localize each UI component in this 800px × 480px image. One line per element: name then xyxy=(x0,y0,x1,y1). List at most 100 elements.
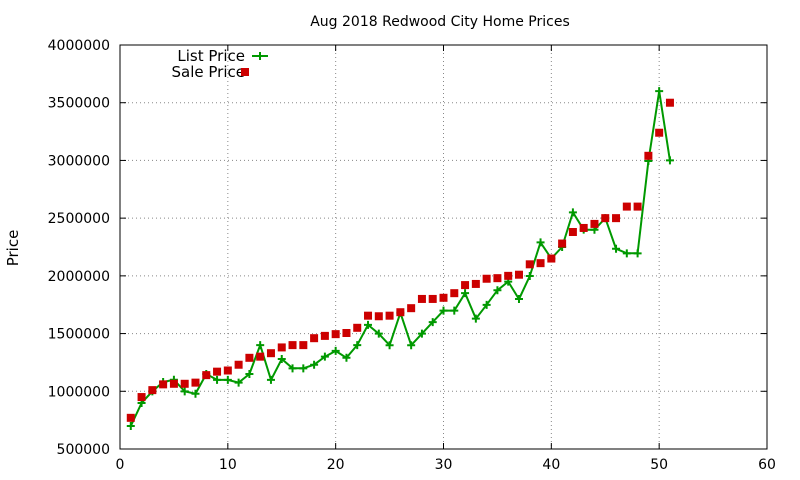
sale-price-point xyxy=(428,294,437,303)
sale-price-point xyxy=(417,294,426,303)
list-price-point xyxy=(256,341,265,350)
y-tick-label: 500000 xyxy=(57,442,110,458)
sale-price-point xyxy=(590,219,599,228)
sale-price-point xyxy=(612,214,621,223)
list-price-point xyxy=(471,314,480,323)
sale-price-point xyxy=(558,239,567,248)
sale-price-point xyxy=(266,349,275,358)
list-price-point xyxy=(665,156,674,165)
list-price-point xyxy=(461,289,470,298)
sale-price-point xyxy=(579,223,588,232)
sale-price-point xyxy=(169,379,178,388)
y-axis-label: Price xyxy=(4,230,22,267)
x-tick-label: 20 xyxy=(327,457,345,473)
chart-title: Aug 2018 Redwood City Home Prices xyxy=(310,14,570,30)
y-tick-label: 4000000 xyxy=(48,38,110,54)
y-tick-label: 1000000 xyxy=(48,384,110,400)
sale-price-point xyxy=(374,312,383,321)
sale-price-point xyxy=(482,274,491,283)
sale-price-point xyxy=(148,386,157,395)
x-tick-label: 10 xyxy=(219,457,237,473)
y-tick-label: 2000000 xyxy=(48,269,110,285)
legend-swatch-sale-price xyxy=(241,68,249,76)
list-price-point xyxy=(320,352,329,361)
x-tick-label: 0 xyxy=(116,457,125,473)
sale-price-point xyxy=(622,202,631,211)
list-price-point xyxy=(417,329,426,338)
sale-price-point xyxy=(536,259,545,268)
list-price-point xyxy=(353,341,362,350)
list-price-point xyxy=(213,375,222,384)
sale-price-point xyxy=(471,279,480,288)
sale-price-point xyxy=(191,378,200,387)
plot-series xyxy=(126,87,674,431)
sale-price-point xyxy=(180,379,189,388)
list-price-point xyxy=(450,306,459,315)
sale-price-point xyxy=(223,366,232,375)
list-price-point xyxy=(277,354,286,363)
sale-price-point xyxy=(396,308,405,317)
sale-price-point xyxy=(364,311,373,320)
list-price-point xyxy=(493,286,502,295)
sale-price-point xyxy=(601,214,610,223)
x-tick-label: 60 xyxy=(758,457,776,473)
list-price-point xyxy=(245,369,254,378)
sale-price-point xyxy=(644,151,653,160)
sale-price-point xyxy=(525,260,534,269)
y-tick-label: 3000000 xyxy=(48,153,110,169)
list-price-point xyxy=(310,360,319,369)
legend-label-list-price: List Price xyxy=(177,47,245,65)
sale-price-point xyxy=(245,353,254,362)
sale-price-point xyxy=(277,343,286,352)
list-price-point xyxy=(428,318,437,327)
sale-price-point xyxy=(493,274,502,283)
list-price-point xyxy=(288,364,297,373)
list-price-point xyxy=(364,320,373,329)
list-price-point xyxy=(536,238,545,247)
list-price-point xyxy=(385,341,394,350)
sale-price-point xyxy=(568,227,577,236)
sale-price-point xyxy=(504,271,513,280)
sale-price-point xyxy=(256,352,265,361)
list-price-point xyxy=(622,249,631,258)
sale-price-point xyxy=(407,304,416,313)
sale-price-point xyxy=(126,413,135,422)
sale-price-point xyxy=(213,367,222,376)
x-tick-label: 40 xyxy=(542,457,560,473)
sale-price-point xyxy=(288,341,297,350)
sale-price-point xyxy=(665,98,674,107)
list-price-line xyxy=(129,91,671,427)
list-price-point xyxy=(223,375,232,384)
list-price-point xyxy=(374,329,383,338)
y-tick-label: 1500000 xyxy=(48,327,110,343)
list-price-point xyxy=(342,353,351,362)
list-price-point xyxy=(191,389,200,398)
sale-price-point xyxy=(331,330,340,339)
list-price-point xyxy=(525,271,534,280)
sale-price-point xyxy=(342,328,351,337)
list-price-point xyxy=(234,378,243,387)
sale-price-point xyxy=(159,380,168,389)
sale-price-point xyxy=(655,128,664,137)
list-price-point xyxy=(482,300,491,309)
list-price-point xyxy=(655,87,664,96)
list-price-point xyxy=(331,346,340,355)
sale-price-point xyxy=(320,331,329,340)
sale-price-point xyxy=(633,202,642,211)
sale-price-point xyxy=(439,293,448,302)
sale-price-point xyxy=(461,281,470,290)
list-price-point xyxy=(633,249,642,258)
x-tick-label: 50 xyxy=(650,457,668,473)
sale-price-point xyxy=(137,393,146,402)
legend-label-sale-price: Sale Price xyxy=(172,63,245,81)
x-tick-label: 30 xyxy=(435,457,453,473)
list-price-point xyxy=(126,422,135,431)
list-price-point xyxy=(407,341,416,350)
sale-price-point xyxy=(299,341,308,350)
sale-price-point xyxy=(234,360,243,369)
list-price-point xyxy=(299,364,308,373)
axis-ticks: 500000 1000000 1500000 2000000 2500000 300000… xyxy=(48,38,776,473)
sale-price-point xyxy=(353,323,362,332)
list-price-point xyxy=(180,387,189,396)
